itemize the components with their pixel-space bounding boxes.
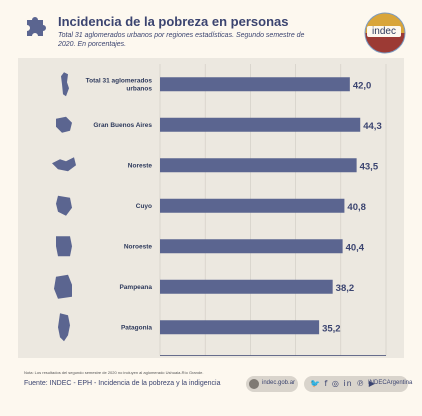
region-map-icon <box>56 116 72 133</box>
category-label: Pampeana <box>119 284 152 291</box>
website-text: indec.gob.ar <box>262 380 296 386</box>
data-label: 35,2 <box>322 323 341 334</box>
social-handle: INDECArgentina <box>368 380 413 386</box>
bar <box>160 198 345 213</box>
category-label: Cuyo <box>136 203 152 210</box>
data-label: 38,2 <box>336 283 355 294</box>
data-label: 40,4 <box>346 242 365 253</box>
chart-subtitle: Total 31 aglomerados urbanos por regione… <box>58 32 305 48</box>
social-links[interactable]: 🐦 f ◎ in ℗ ▶ INDECArgentina <box>304 376 412 392</box>
region-map-icon <box>56 195 72 216</box>
chart-panel: 01020304050Total 31 aglomeradosurbanos42… <box>18 58 404 358</box>
region-map-icon <box>56 236 72 257</box>
bar <box>160 279 333 294</box>
category-label: Total 31 aglomerados <box>86 77 153 84</box>
social-icons[interactable]: 🐦 f ◎ in ℗ ▶ <box>310 379 376 388</box>
region-map-icon <box>61 72 69 97</box>
region-map-icon <box>52 157 76 172</box>
bar <box>160 158 357 173</box>
data-label: 43,5 <box>360 161 379 172</box>
bar <box>160 117 361 132</box>
puzzle-icon <box>27 17 46 36</box>
chart-title: Incidencia de la pobreza en personas <box>58 14 289 29</box>
logo-text: indec <box>367 26 401 37</box>
source-text: Fuente: INDEC - EPH - Incidencia de la p… <box>24 380 221 387</box>
bar <box>160 239 343 254</box>
region-map-icon <box>54 274 72 299</box>
bar-chart: 01020304050Total 31 aglomeradosurbanos42… <box>52 64 387 356</box>
category-label: Noroeste <box>124 243 153 250</box>
globe-icon <box>249 379 259 389</box>
bar <box>160 77 350 92</box>
website-link[interactable]: indec.gob.ar <box>246 376 298 392</box>
data-label: 44,3 <box>363 121 382 132</box>
header: Incidencia de la pobreza en personas Tot… <box>24 14 344 50</box>
data-label: 40,8 <box>347 202 366 213</box>
bar <box>160 320 320 335</box>
data-label: 42,0 <box>353 80 372 91</box>
category-label: Patagonia <box>121 324 152 331</box>
region-map-icon <box>58 313 70 342</box>
category-label: Noreste <box>128 162 153 169</box>
category-label: urbanos <box>126 85 152 92</box>
category-label: Gran Buenos Aires <box>93 122 152 129</box>
footnote: Nota: Los resultados del segundo semestr… <box>24 370 204 375</box>
